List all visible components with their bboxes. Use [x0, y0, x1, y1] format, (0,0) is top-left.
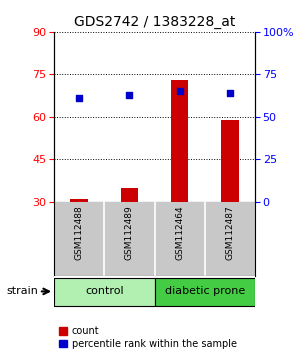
Point: [77, 95, 82, 101]
Point: [127, 92, 132, 98]
Text: GSM112488: GSM112488: [75, 205, 84, 260]
Bar: [154, 278, 255, 306]
Text: GSM112464: GSM112464: [175, 205, 184, 260]
Bar: [121, 188, 138, 202]
Text: diabetic prone: diabetic prone: [165, 286, 245, 296]
Text: GSM112487: GSM112487: [225, 205, 234, 260]
Text: control: control: [85, 286, 124, 296]
Legend: count, percentile rank within the sample: count, percentile rank within the sample: [59, 326, 236, 349]
Bar: [221, 120, 239, 202]
Point: [227, 90, 232, 96]
Point: [177, 88, 182, 94]
Bar: [70, 199, 88, 202]
Text: strain: strain: [6, 286, 38, 296]
Text: GSM112489: GSM112489: [125, 205, 134, 260]
Bar: [171, 80, 188, 202]
Bar: [54, 278, 154, 306]
Title: GDS2742 / 1383228_at: GDS2742 / 1383228_at: [74, 16, 235, 29]
